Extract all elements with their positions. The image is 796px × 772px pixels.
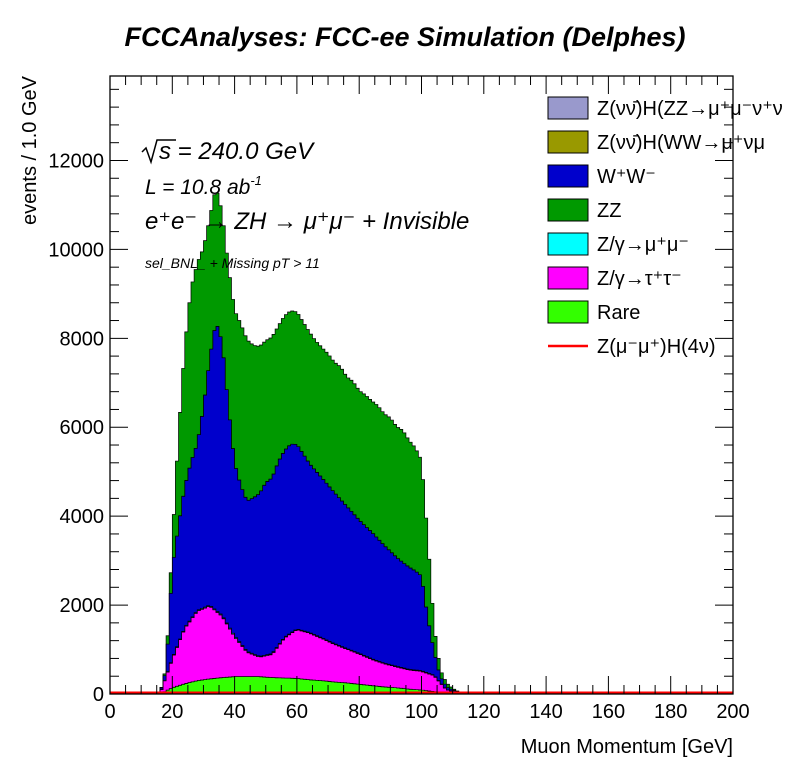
x-tick-label: 100 — [405, 701, 438, 723]
x-axis-label: Muon Momentum [GeV] — [521, 736, 733, 758]
x-tick-label: 180 — [654, 701, 687, 723]
x-axis: 0 20 40 60 80 100 120 140 160 180 200 — [104, 76, 750, 723]
x-tick-label: 200 — [716, 701, 749, 723]
annotation-luminosity-text: L = 10.8 ab — [145, 176, 251, 199]
annotation-process: e⁺e⁻ → ZH → μ⁺μ⁻ + Invisible — [145, 208, 469, 235]
legend-swatch — [547, 300, 589, 324]
x-tick-label: 80 — [348, 701, 370, 723]
x-tick-label: 120 — [467, 701, 500, 723]
y-tick-label: 4000 — [60, 506, 105, 528]
x-tick-label: 20 — [161, 701, 183, 723]
annotation-luminosity-exponent: -1 — [250, 173, 262, 188]
annotation-sqrt-s: s = 240.0 GeV — [159, 138, 315, 165]
y-axis: 0 2000 4000 6000 8000 10000 12000 — [48, 88, 733, 706]
y-axis-label: events / 1.0 GeV — [19, 75, 41, 225]
legend-label: ZZ — [597, 200, 621, 222]
legend-swatch — [547, 164, 589, 188]
legend-label: Z/γ→τ⁺τ⁻ — [597, 268, 682, 290]
legend-swatch — [547, 232, 589, 256]
sqrt-symbol — [141, 139, 176, 165]
annotation-luminosity: L = 10.8 ab-1 — [145, 173, 262, 199]
x-tick-label: 0 — [104, 701, 115, 723]
legend-swatch — [547, 266, 589, 290]
legend-label: Z(νν̄)H(ZZ→μ⁺μ⁻ν⁺ν — [597, 98, 783, 120]
y-tick-label: 0 — [93, 684, 104, 706]
legend-swatch — [547, 198, 589, 222]
chart-title: FCCAnalyses: FCC-ee Simulation (Delphes) — [124, 22, 685, 52]
y-tick-label: 10000 — [48, 239, 104, 261]
legend-label: W⁺W⁻ — [597, 166, 656, 188]
legend-label: Rare — [597, 302, 640, 324]
y-tick-label: 8000 — [60, 328, 105, 350]
x-tick-label: 40 — [223, 701, 245, 723]
legend-label: Z(μ⁻μ⁺)H(4ν) — [597, 336, 716, 358]
x-tick-label: 160 — [592, 701, 625, 723]
stack-zz — [110, 192, 733, 695]
legend-label: Z(νν̄)H(WW→μ⁺νμ — [597, 132, 765, 154]
y-tick-label: 6000 — [60, 417, 105, 439]
x-tick-label: 140 — [529, 701, 562, 723]
legend-swatch — [547, 130, 589, 154]
y-tick-label: 2000 — [60, 595, 105, 617]
y-tick-label: 12000 — [48, 150, 104, 172]
annotation-selection: sel_BNL_ + Missing pT > 11 — [145, 255, 320, 271]
x-tick-label: 60 — [286, 701, 308, 723]
legend-swatch — [547, 96, 589, 120]
legend-label: Z/γ→μ⁺μ⁻ — [597, 234, 689, 256]
legend: Z(νν̄)H(ZZ→μ⁺μ⁻ν⁺ν Z(νν̄)H(WW→μ⁺νμ W⁺W⁻ ZZ Z… — [547, 96, 783, 358]
